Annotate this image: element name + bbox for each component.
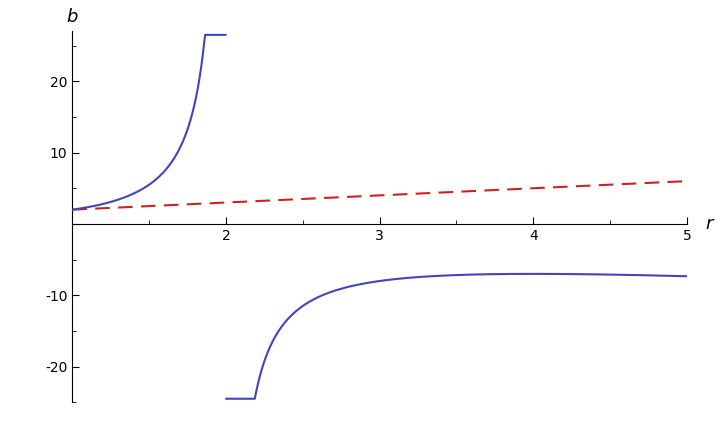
Text: b: b xyxy=(67,8,78,25)
Text: r: r xyxy=(706,215,713,233)
